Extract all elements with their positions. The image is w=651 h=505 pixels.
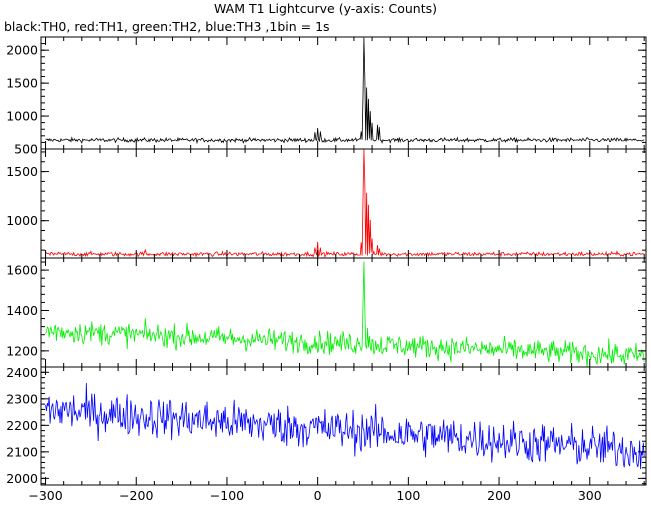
- y-tick-label: 1500: [6, 76, 38, 91]
- y-tick-label: 500: [14, 142, 38, 157]
- chart-subtitle: black:TH0, red:TH1, green:TH2, blue:TH3 …: [4, 19, 330, 34]
- y-tick-label: 1400: [6, 303, 38, 318]
- panel-th2-frame: [40, 257, 647, 368]
- y-tick-label: 2000: [6, 471, 38, 486]
- x-tick-label: 0: [314, 488, 322, 503]
- panel-th0-frame: [40, 36, 647, 150]
- chart-title: WAM T1 Lightcurve (y-axis: Counts): [213, 1, 438, 16]
- y-tick-label: 2100: [6, 444, 38, 459]
- y-tick-label: 1000: [6, 213, 38, 228]
- x-tick-label: −200: [119, 488, 153, 503]
- x-tick-label: 200: [487, 488, 511, 503]
- panel-th1-frame: [40, 148, 647, 259]
- x-tick-label: −100: [210, 488, 244, 503]
- y-tick-label: 1200: [6, 343, 38, 358]
- x-tick-label: 300: [578, 488, 602, 503]
- y-tick-label: 1500: [6, 164, 38, 179]
- y-tick-label: 2200: [6, 418, 38, 433]
- y-tick-label: 1600: [6, 263, 38, 278]
- series-th1-line: [45, 149, 645, 258]
- x-tick-label: 100: [396, 488, 420, 503]
- y-tick-label: 2300: [6, 391, 38, 406]
- series-th0-line: [45, 37, 645, 145]
- panel-th3-frame: [40, 366, 647, 486]
- series-th3-line: [45, 383, 645, 469]
- y-tick-label: 2000: [6, 43, 38, 58]
- x-tick-label: −300: [28, 488, 62, 503]
- series-th2-line: [45, 261, 645, 367]
- y-tick-label: 2400: [6, 365, 38, 380]
- y-tick-label: 1000: [6, 109, 38, 124]
